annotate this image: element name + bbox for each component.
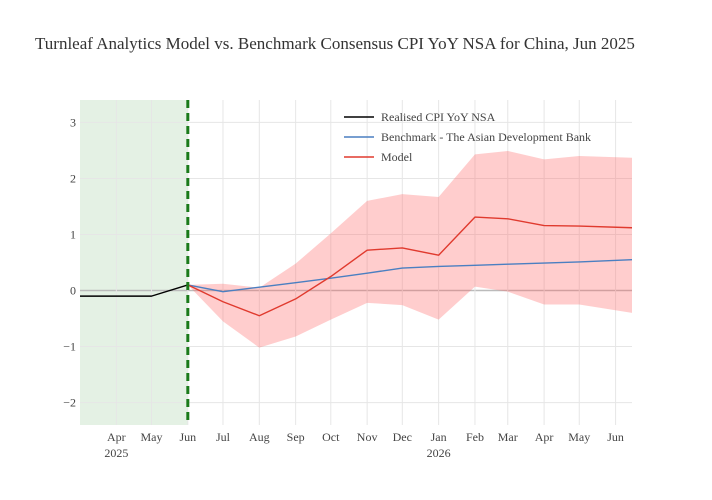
series-lines	[80, 216, 633, 317]
x-tick-label: Jun	[607, 430, 624, 444]
y-tick-label: 0	[70, 284, 76, 298]
x-tick-label: Mar	[498, 430, 518, 444]
series-line-0	[80, 284, 189, 297]
series-line-2	[187, 216, 633, 317]
legend-label-0: Realised CPI YoY NSA	[381, 110, 496, 124]
x-tick-label: May	[568, 430, 590, 444]
x-tick-label: Oct	[322, 430, 340, 444]
x-tick-label: Aug	[249, 430, 270, 444]
y-tick-label: 1	[70, 227, 76, 241]
chart-title: Turnleaf Analytics Model vs. Benchmark C…	[35, 34, 635, 53]
x-tick-label: Nov	[357, 430, 378, 444]
x-axis-ticks: Apr 2025 May Jun Jul Aug Sep Oct Nov Dec Jan 2026 Fe…	[104, 430, 624, 460]
x-tick-label: Jan	[431, 430, 447, 444]
x-tick-label: Jun	[179, 430, 196, 444]
realised-period-shading	[80, 100, 188, 425]
x-tick-label: Feb	[466, 430, 484, 444]
x-tick-label: Jul	[216, 430, 231, 444]
x-tick-label: Dec	[393, 430, 412, 444]
y-axis-ticks: 3 2 1 0 −1 −2	[63, 115, 76, 409]
x-tick-label: Sep	[287, 430, 305, 444]
legend-label-2: Model	[381, 150, 413, 164]
plot-background	[80, 100, 188, 425]
x-tick-year-label: 2025	[104, 446, 128, 460]
x-tick-label: May	[140, 430, 162, 444]
legend[interactable]: Realised CPI YoY NSA Benchmark - The Asia…	[344, 110, 591, 164]
y-tick-label: −1	[63, 340, 76, 354]
series-line-1	[187, 258, 633, 293]
x-tick-year-label: 2026	[427, 446, 451, 460]
legend-label-1: Benchmark - The Asian Development Bank	[381, 130, 591, 144]
y-tick-label: 2	[70, 171, 76, 185]
x-tick-label: Apr	[535, 430, 554, 444]
y-tick-label: 3	[70, 115, 76, 129]
x-tick-label: Apr	[107, 430, 126, 444]
y-tick-label: −2	[63, 396, 76, 410]
